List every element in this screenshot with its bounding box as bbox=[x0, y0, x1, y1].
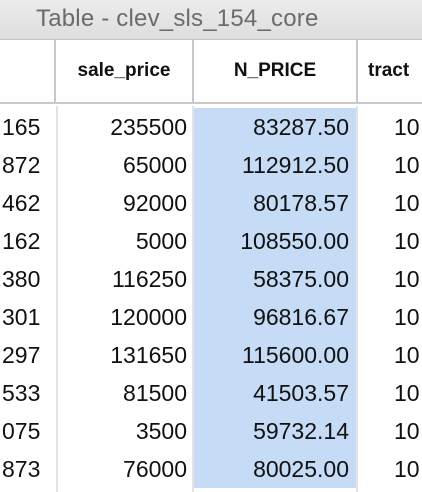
table-row[interactable]: 162 5000 108550.00 10 bbox=[0, 222, 422, 260]
cell-id[interactable]: 873 bbox=[2, 456, 41, 482]
table-row[interactable]: 380 116250 58375.00 10 bbox=[0, 260, 422, 298]
column-header-id[interactable] bbox=[0, 40, 56, 104]
cell-n-price[interactable]: 108550.00 bbox=[194, 222, 356, 260]
cell-n-price[interactable]: 80178.57 bbox=[194, 184, 356, 222]
cell-n-price[interactable]: 83287.50 bbox=[194, 108, 356, 146]
cell-id[interactable]: 380 bbox=[2, 266, 41, 292]
cell-sale-price[interactable]: 92000 bbox=[123, 190, 187, 216]
table-row[interactable]: 301 120000 96816.67 10 bbox=[0, 298, 422, 336]
cell-id[interactable]: 533 bbox=[2, 380, 41, 406]
cell-id[interactable]: 075 bbox=[2, 418, 41, 444]
cell-n-price[interactable]: 96816.67 bbox=[194, 298, 356, 336]
cell-tract[interactable]: 10 bbox=[394, 418, 420, 444]
cell-id[interactable]: 297 bbox=[2, 342, 41, 368]
cell-tract[interactable]: 10 bbox=[394, 380, 420, 406]
column-divider bbox=[356, 106, 358, 492]
cell-sale-price[interactable]: 116250 bbox=[111, 266, 187, 292]
table-row[interactable]: 462 92000 80178.57 10 bbox=[0, 184, 422, 222]
column-header-n-price[interactable]: N_PRICE bbox=[194, 40, 358, 104]
cell-id[interactable]: 872 bbox=[2, 152, 41, 178]
cell-id[interactable]: 165 bbox=[2, 114, 41, 140]
cell-tract[interactable]: 10 bbox=[394, 152, 420, 178]
cell-tract[interactable]: 10 bbox=[394, 190, 420, 216]
cell-tract[interactable]: 10 bbox=[394, 228, 420, 254]
table-row[interactable]: 872 65000 112912.50 10 bbox=[0, 146, 422, 184]
column-header-sale-price[interactable]: sale_price bbox=[56, 40, 194, 104]
table-body: 165 235500 83287.50 10 872 65000 112912.50 10 46… bbox=[0, 106, 422, 492]
cell-tract[interactable]: 10 bbox=[394, 266, 420, 292]
window-title: Table - clev_sls_154_core bbox=[36, 5, 319, 32]
cell-sale-price[interactable]: 76000 bbox=[123, 456, 187, 482]
cell-n-price[interactable]: 58375.00 bbox=[194, 260, 356, 298]
table-row[interactable]: 873 76000 80025.00 10 bbox=[0, 450, 422, 488]
cell-sale-price[interactable]: 120000 bbox=[110, 304, 187, 330]
cell-sale-price[interactable]: 5000 bbox=[135, 228, 187, 254]
column-header-tract[interactable]: tract bbox=[358, 40, 422, 104]
cell-sale-price[interactable]: 235500 bbox=[110, 114, 187, 140]
table-row[interactable]: 297 131650 115600.00 10 bbox=[0, 336, 422, 374]
cell-n-price[interactable]: 115600.00 bbox=[194, 336, 356, 374]
cell-tract[interactable]: 10 bbox=[394, 456, 420, 482]
cell-id[interactable]: 162 bbox=[2, 228, 41, 254]
cell-sale-price[interactable]: 131650 bbox=[110, 342, 187, 368]
cell-n-price[interactable]: 80025.00 bbox=[194, 450, 356, 488]
cell-sale-price[interactable]: 65000 bbox=[123, 152, 187, 178]
cell-tract[interactable]: 10 bbox=[394, 304, 420, 330]
cell-tract[interactable]: 10 bbox=[394, 114, 420, 140]
cell-id[interactable]: 301 bbox=[2, 304, 41, 330]
table-row[interactable]: 165 235500 83287.50 10 bbox=[0, 108, 422, 146]
cell-sale-price[interactable]: 3500 bbox=[135, 418, 187, 444]
title-bar[interactable]: Table - clev_sls_154_core bbox=[0, 0, 422, 40]
cell-sale-price[interactable]: 81500 bbox=[123, 380, 187, 406]
cell-n-price[interactable]: 41503.57 bbox=[194, 374, 356, 412]
cell-n-price[interactable]: 59732.14 bbox=[194, 412, 356, 450]
table-row[interactable]: 533 81500 41503.57 10 bbox=[0, 374, 422, 412]
cell-n-price[interactable]: 112912.50 bbox=[194, 146, 356, 184]
table-header: sale_price N_PRICE tract bbox=[0, 40, 422, 106]
cell-id[interactable]: 462 bbox=[2, 190, 41, 216]
cell-tract[interactable]: 10 bbox=[394, 342, 420, 368]
column-divider bbox=[192, 106, 194, 492]
table-row[interactable]: 075 3500 59732.14 10 bbox=[0, 412, 422, 450]
column-divider bbox=[56, 106, 58, 492]
